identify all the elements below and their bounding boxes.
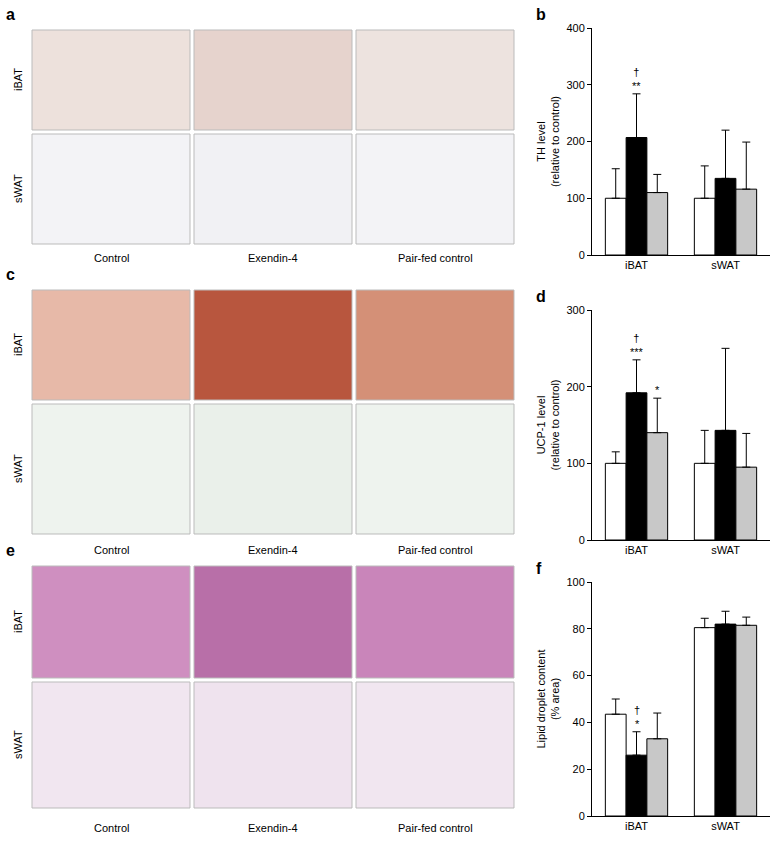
svg-text:Control: Control xyxy=(94,252,129,264)
svg-text:100: 100 xyxy=(566,192,584,204)
svg-text:40: 40 xyxy=(573,716,585,728)
svg-text:UCP-1 level(relative to contro: UCP-1 level(relative to control) xyxy=(535,379,561,470)
svg-text:100: 100 xyxy=(566,457,584,469)
svg-text:0: 0 xyxy=(579,810,585,822)
svg-text:Exendin-4: Exendin-4 xyxy=(248,252,298,264)
svg-text:e: e xyxy=(6,542,15,559)
svg-text:sWAT: sWAT xyxy=(711,820,740,832)
svg-text:Control: Control xyxy=(94,544,129,556)
svg-text:300: 300 xyxy=(566,304,584,316)
svg-text:0: 0 xyxy=(579,249,585,261)
svg-text:b: b xyxy=(536,6,546,23)
svg-text:iBAT: iBAT xyxy=(625,259,648,271)
svg-text:sWAT: sWAT xyxy=(12,454,24,483)
svg-text:Pair-fed control: Pair-fed control xyxy=(398,252,473,264)
svg-text:†***: †*** xyxy=(630,332,644,358)
svg-text:200: 200 xyxy=(566,381,584,393)
svg-text:†*: †* xyxy=(634,704,640,730)
svg-text:iBAT: iBAT xyxy=(625,544,648,556)
svg-text:f: f xyxy=(536,560,542,577)
svg-text:80: 80 xyxy=(573,623,585,635)
svg-text:iBAT: iBAT xyxy=(12,333,24,356)
svg-text:300: 300 xyxy=(566,79,584,91)
svg-text:†**: †** xyxy=(632,66,641,92)
svg-text:sWAT: sWAT xyxy=(12,730,24,759)
svg-text:200: 200 xyxy=(566,135,584,147)
svg-text:TH level(relative to control): TH level(relative to control) xyxy=(535,96,561,187)
svg-text:a: a xyxy=(6,6,15,23)
svg-text:0: 0 xyxy=(579,534,585,546)
svg-text:*: * xyxy=(655,384,660,396)
svg-text:Lipid droplet content(% area): Lipid droplet content(% area) xyxy=(535,649,561,748)
svg-text:sWAT: sWAT xyxy=(711,544,740,556)
svg-text:c: c xyxy=(6,266,15,283)
svg-text:Control: Control xyxy=(94,822,129,834)
svg-text:iBAT: iBAT xyxy=(12,68,24,91)
svg-text:60: 60 xyxy=(573,669,585,681)
svg-text:Pair-fed control: Pair-fed control xyxy=(398,544,473,556)
svg-text:sWAT: sWAT xyxy=(711,259,740,271)
svg-text:100: 100 xyxy=(566,576,584,588)
svg-text:Exendin-4: Exendin-4 xyxy=(248,822,298,834)
svg-text:sWAT: sWAT xyxy=(12,174,24,203)
svg-text:400: 400 xyxy=(566,22,584,34)
svg-text:iBAT: iBAT xyxy=(12,610,24,633)
svg-text:Pair-fed control: Pair-fed control xyxy=(398,822,473,834)
svg-text:iBAT: iBAT xyxy=(625,820,648,832)
svg-text:Exendin-4: Exendin-4 xyxy=(248,544,298,556)
svg-text:20: 20 xyxy=(573,763,585,775)
svg-text:d: d xyxy=(536,288,546,305)
